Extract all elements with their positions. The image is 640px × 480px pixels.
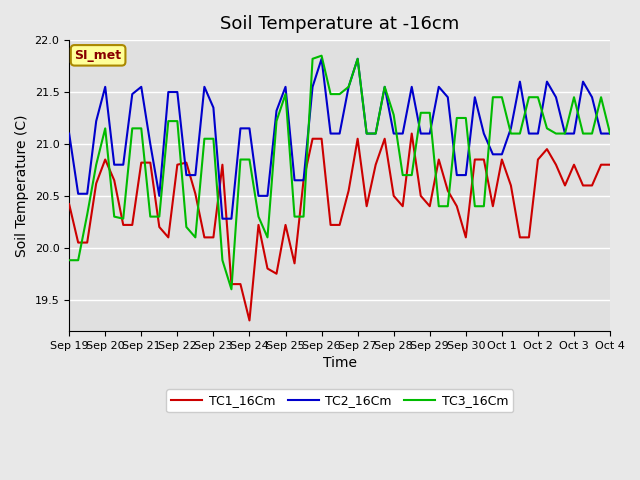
TC2_16Cm (264, 193, 271, 199)
Line: TC1_16Cm: TC1_16Cm (69, 133, 610, 321)
TC2_16Cm (191, 172, 199, 178)
TC1_16Cm (264, 265, 271, 271)
TC1_16Cm (191, 191, 199, 197)
TC2_16Cm (173, 89, 181, 95)
TC1_16Cm (408, 131, 415, 136)
TC3_16Cm (264, 235, 271, 240)
TC3_16Cm (552, 131, 560, 136)
TC1_16Cm (65, 201, 73, 207)
TC1_16Cm (363, 204, 371, 209)
Line: TC2_16Cm: TC2_16Cm (69, 59, 610, 219)
X-axis label: Time: Time (323, 356, 356, 370)
TC2_16Cm (372, 131, 380, 136)
TC3_16Cm (228, 287, 236, 292)
TC2_16Cm (65, 131, 73, 136)
TC2_16Cm (606, 131, 614, 136)
TC3_16Cm (408, 172, 415, 178)
TC1_16Cm (606, 162, 614, 168)
TC3_16Cm (606, 131, 614, 136)
TC3_16Cm (317, 53, 325, 59)
TC3_16Cm (191, 235, 199, 240)
TC2_16Cm (552, 95, 560, 100)
Line: TC3_16Cm: TC3_16Cm (69, 56, 610, 289)
TC2_16Cm (408, 84, 415, 90)
TC2_16Cm (317, 56, 325, 61)
TC3_16Cm (173, 118, 181, 124)
TC1_16Cm (552, 162, 560, 168)
Y-axis label: Soil Temperature (C): Soil Temperature (C) (15, 114, 29, 257)
Legend: TC1_16Cm, TC2_16Cm, TC3_16Cm: TC1_16Cm, TC2_16Cm, TC3_16Cm (166, 389, 513, 412)
TC1_16Cm (399, 204, 406, 209)
TC2_16Cm (219, 216, 227, 222)
TC1_16Cm (173, 162, 181, 168)
TC3_16Cm (65, 257, 73, 263)
Text: SI_met: SI_met (75, 49, 122, 62)
Title: Soil Temperature at -16cm: Soil Temperature at -16cm (220, 15, 460, 33)
TC3_16Cm (372, 131, 380, 136)
TC1_16Cm (246, 318, 253, 324)
